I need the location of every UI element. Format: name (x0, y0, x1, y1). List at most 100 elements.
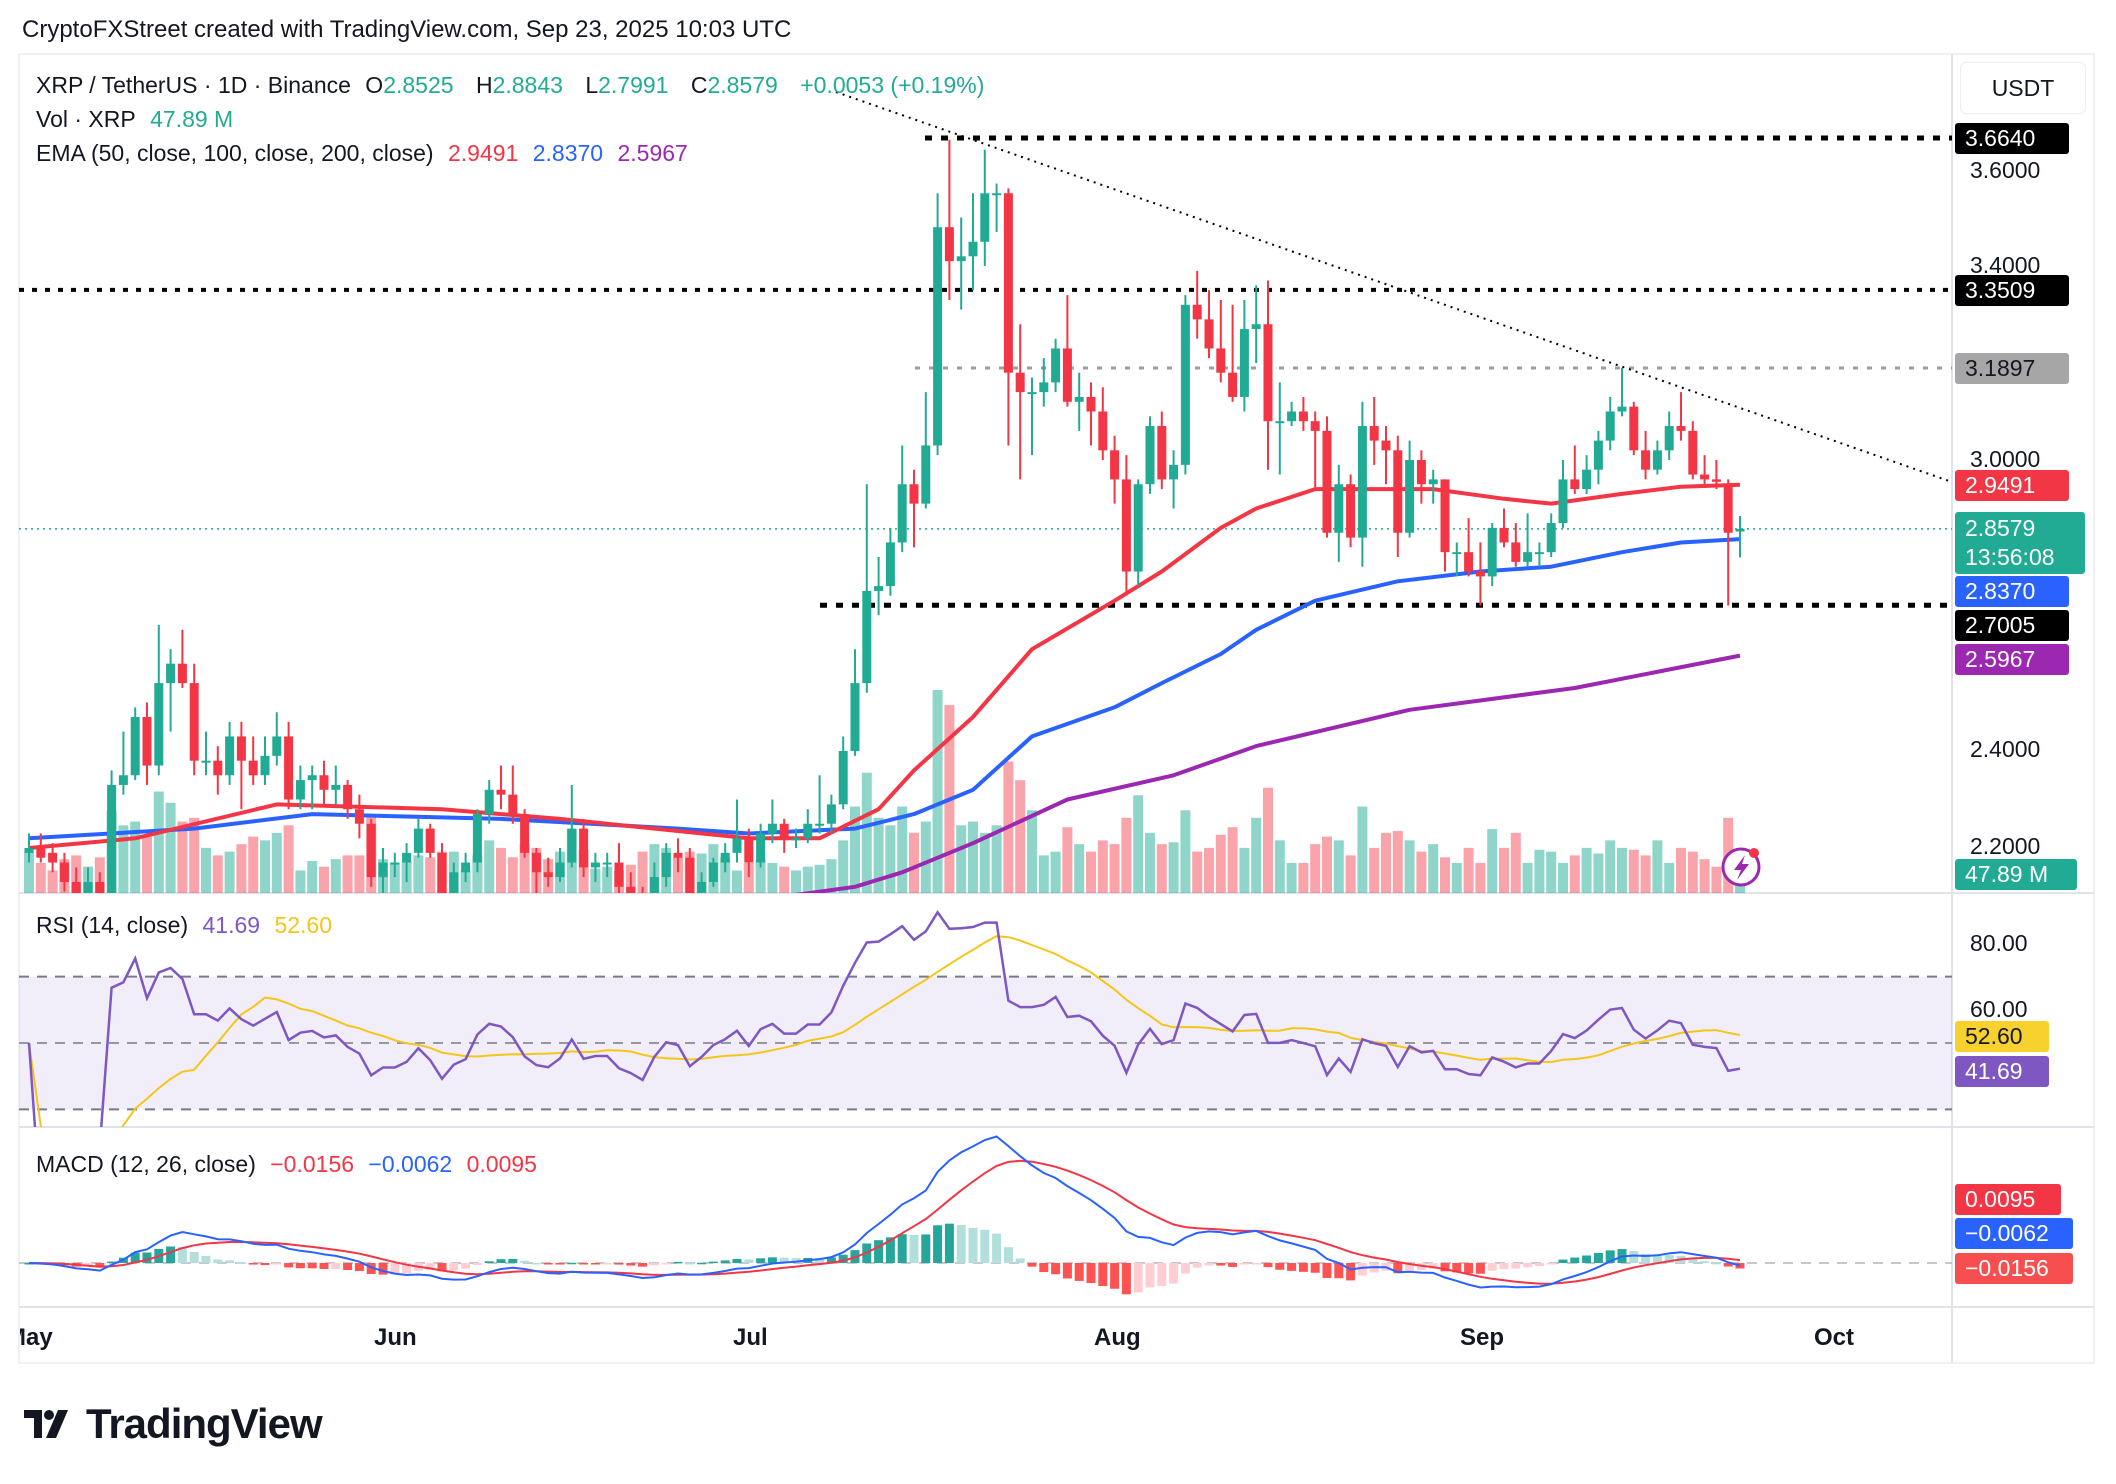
candle-body (708, 862, 718, 882)
macd-histogram-bar (142, 1252, 152, 1263)
volume-bar (1015, 780, 1026, 893)
candle (1298, 396, 1308, 431)
volume-bar (1652, 840, 1663, 893)
candle (1051, 338, 1061, 393)
volume-bar (1687, 851, 1698, 893)
candle-body (1204, 319, 1214, 349)
macd-histogram-bar (177, 1246, 187, 1263)
volume-bar (1333, 840, 1344, 893)
candle (1192, 270, 1202, 339)
candle-body (697, 881, 707, 893)
candle (1416, 450, 1426, 504)
candle-body (579, 828, 589, 868)
candle (673, 838, 683, 873)
candle-body (1169, 464, 1179, 480)
candle (1664, 411, 1674, 460)
tradingview-logo-icon (24, 1410, 68, 1438)
candle-body (1688, 430, 1698, 475)
candle-body (1121, 479, 1131, 572)
volume-bar (1487, 829, 1498, 893)
volume-bar (224, 851, 235, 893)
candle-body (48, 852, 58, 863)
volume-bar (767, 862, 778, 893)
rsi-label[interactable]: RSI (14, close) (36, 912, 189, 938)
candle-body (1511, 542, 1521, 562)
candle-body (1605, 411, 1615, 441)
volume-bar (1593, 853, 1604, 893)
volume-bar (920, 821, 931, 893)
candle (154, 624, 164, 776)
macd-histogram-bar (1723, 1263, 1733, 1267)
candle-body (1133, 484, 1143, 572)
candle-body (1546, 523, 1556, 553)
candle-body (720, 852, 730, 863)
macd-histogram-bar (1546, 1263, 1556, 1265)
macd-histogram-bar (1523, 1263, 1533, 1268)
candle-body (1393, 450, 1403, 533)
close-label: C (690, 72, 708, 98)
macd-histogram-bar (838, 1254, 848, 1263)
macd-histogram-bar (1605, 1250, 1615, 1263)
macd-histogram-bar (874, 1240, 884, 1263)
macd-histogram-bar (166, 1246, 176, 1263)
candle-body (1086, 396, 1096, 412)
candle (236, 721, 246, 810)
macd-histogram-bar (638, 1263, 648, 1267)
ema100-value: 2.8370 (532, 140, 604, 166)
candle (944, 139, 954, 300)
macd-histogram-bar (1204, 1263, 1214, 1266)
volume-bar (968, 821, 978, 893)
macd-histogram-bar (1499, 1263, 1509, 1270)
candle-body (531, 852, 541, 873)
candle-body (1287, 411, 1297, 422)
macd-histogram-bar (1322, 1263, 1332, 1278)
volume-bar (153, 791, 164, 893)
volume-bar (1074, 844, 1085, 893)
candle-body (496, 789, 506, 795)
macd-histogram-bar (1145, 1263, 1155, 1288)
symbol-label[interactable]: XRP / TetherUS · 1D · Binance (36, 72, 351, 98)
volume-label[interactable]: Vol · XRP (36, 106, 136, 132)
candle (142, 702, 152, 785)
candle (1440, 479, 1450, 572)
candle (641, 886, 644, 893)
ema-label[interactable]: EMA (50, close, 100, close, 200, close) (36, 140, 434, 166)
volume-bar (1475, 862, 1486, 893)
candle-body (472, 814, 482, 863)
candle-body (1617, 406, 1627, 412)
currency-button[interactable]: USDT (1960, 62, 2086, 114)
macd-histogram-bar (402, 1263, 412, 1274)
last-price-badge: 2.8579 13:56:08 (1955, 512, 2085, 574)
volume-bar (260, 840, 270, 893)
candle (95, 872, 105, 893)
volume-bar (861, 772, 872, 893)
candle-body (980, 193, 990, 242)
macd-histogram-bar (956, 1225, 966, 1263)
candle-body (71, 881, 81, 893)
macd-histogram-bar (921, 1234, 931, 1263)
candle-body (354, 809, 364, 824)
candle (272, 712, 282, 766)
macd-histogram-bar (1428, 1263, 1438, 1269)
candle (343, 780, 353, 819)
volume-bar (826, 859, 837, 893)
time-label-sep: Sep (1460, 1324, 1505, 1351)
candle-body (508, 794, 518, 815)
candle-body (1593, 440, 1603, 470)
candle (732, 799, 742, 863)
candle (59, 852, 69, 892)
macd-signal-line (28, 1159, 1741, 1285)
macd-histogram-bar (437, 1263, 447, 1272)
candle (1700, 455, 1710, 485)
volume-bar (177, 821, 188, 893)
candle-body (1582, 469, 1592, 490)
candle-body (260, 755, 270, 776)
candle (862, 484, 872, 693)
tradingview-logo[interactable]: TradingView (24, 1400, 323, 1448)
candle-body (602, 862, 612, 865)
macd-label[interactable]: MACD (12, 26, close) (36, 1151, 256, 1177)
volume-bar (1369, 847, 1380, 893)
candle (402, 843, 412, 882)
candle (461, 852, 471, 882)
